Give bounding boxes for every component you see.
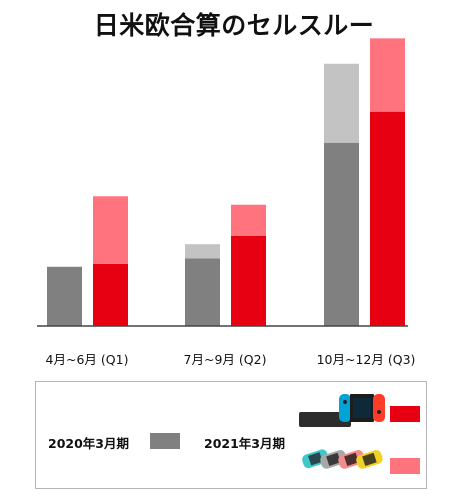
legend-swatch-switch [390,406,420,422]
bar-1-series-3 [93,263,128,326]
legend-swatch-switch-lite [390,458,420,474]
x-tick-label-q3: 10月~12月 (Q3) [317,352,416,367]
bar-3-series-2 [324,63,359,143]
bar-2-series-3 [231,235,266,326]
x-tick-label-q1: 4月~6月 (Q1) [46,352,129,367]
legend-swatch-2020 [150,433,180,449]
bar-2-series-4 [231,204,266,236]
chart-title: 日米欧合算のセルスルー [93,11,375,40]
bar-3-series-4 [370,38,405,112]
bar-3-series-1 [324,142,359,326]
bars-group [47,38,405,327]
legend-label-2021: 2021年3月期 [204,436,285,451]
bar-1-series-4 [93,196,128,264]
bar-2-series-2 [185,244,220,259]
legend-label-2020: 2020年3月期 [48,436,129,451]
bar-1-series-1 [47,266,82,326]
x-tick-label-q2: 7月~9月 (Q2) [184,352,267,367]
nintendo-switch-console-icon [299,394,385,427]
bar-2-series-1 [185,258,220,326]
nintendo-switch-lite-consoles-icon [302,449,383,469]
bar-3-series-3 [370,111,405,327]
legend: 2020年3月期 2021年3月期 [35,381,427,489]
bar-chart: 4月~6月 (Q1) 7月~9月 (Q2) 10月~12月 (Q3) [37,38,416,367]
